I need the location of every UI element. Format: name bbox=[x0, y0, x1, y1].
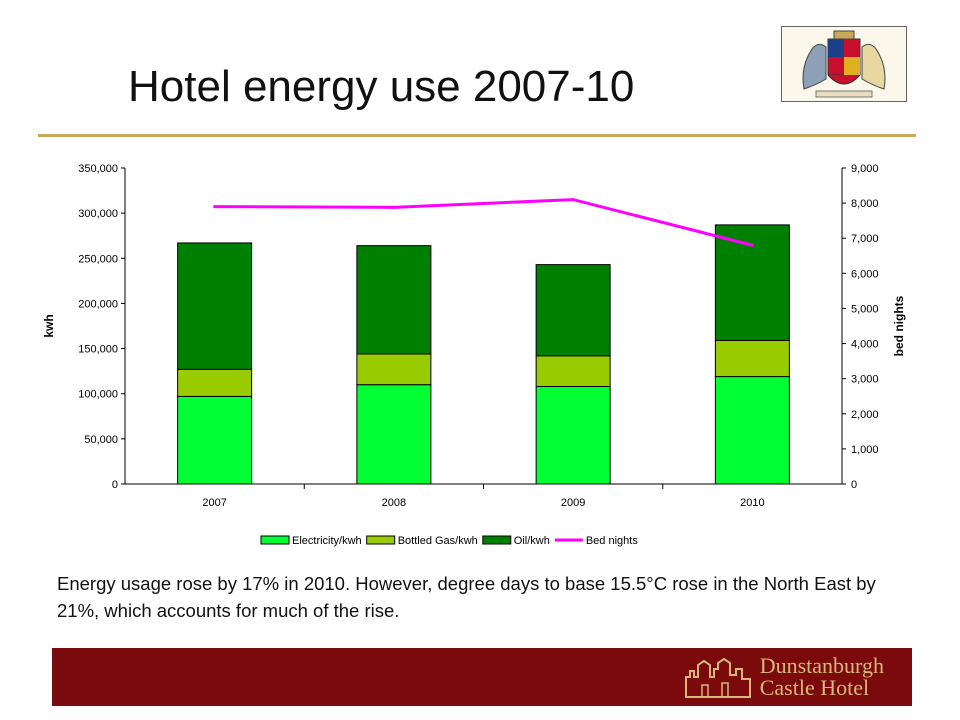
bar-segment-1 bbox=[535, 385, 611, 485]
logo-line-2: Castle Hotel bbox=[759, 675, 870, 700]
bar-segment-2 bbox=[714, 339, 790, 378]
caption-text: Energy usage rose by 17% in 2010. Howeve… bbox=[57, 573, 876, 621]
y-tick-label-left: 150,000 bbox=[78, 344, 118, 356]
legend-label: Oil/kwh bbox=[514, 535, 550, 547]
y-tick-label-left: 200,000 bbox=[78, 298, 118, 310]
y-tick-label-right: 4,000 bbox=[851, 339, 879, 351]
bar-segment-1 bbox=[714, 376, 790, 485]
legend-swatch bbox=[482, 535, 512, 545]
y-tick-label-left: 100,000 bbox=[78, 389, 118, 401]
y-tick-label-right: 9,000 bbox=[851, 163, 879, 175]
y-tick-label-right: 0 bbox=[851, 479, 857, 491]
y-tick-label-right: 3,000 bbox=[851, 374, 879, 386]
y-axis-title-right: bed nights bbox=[892, 295, 906, 356]
energy-chart: 0 50,000 100,000 150,000 200,000 250,000 300,0… bbox=[42, 163, 906, 547]
footer-bar: Dunstanburgh Castle Hotel bbox=[52, 648, 912, 706]
bed-nights-point bbox=[750, 243, 754, 247]
x-tick-label: 2007 bbox=[202, 497, 226, 509]
bar-segment-3 bbox=[714, 224, 790, 341]
bar-segment-3 bbox=[177, 242, 253, 370]
y-tick-label-left: 350,000 bbox=[78, 163, 118, 175]
y-tick-label-right: 5,000 bbox=[851, 303, 879, 315]
legend-swatch bbox=[366, 535, 396, 545]
bar-segment-3 bbox=[356, 245, 432, 355]
hotel-logo: Dunstanburgh Castle Hotel bbox=[684, 654, 884, 700]
legend-swatch bbox=[260, 535, 290, 545]
y-tick-label-right: 6,000 bbox=[851, 268, 879, 280]
title-divider bbox=[38, 134, 916, 137]
y-tick-label-left: 50,000 bbox=[84, 434, 118, 446]
bed-nights-point bbox=[571, 198, 575, 202]
y-tick-label-left: 0 bbox=[112, 479, 118, 491]
bar-segment-2 bbox=[535, 355, 611, 387]
legend-label: Bottled Gas/kwh bbox=[398, 535, 478, 547]
bed-nights-point bbox=[392, 205, 396, 209]
x-tick-label: 2008 bbox=[382, 497, 406, 509]
bar-segment-2 bbox=[177, 368, 253, 397]
y-tick-label-right: 1,000 bbox=[851, 444, 879, 456]
bar-segment-2 bbox=[356, 353, 432, 386]
bar-segment-1 bbox=[177, 395, 253, 485]
bed-nights-line bbox=[214, 198, 753, 247]
coat-of-arms-logo bbox=[781, 26, 907, 102]
y-tick-label-right: 8,000 bbox=[851, 198, 879, 210]
y-axis-title-left: kwh bbox=[42, 314, 56, 337]
y-tick-label-right: 2,000 bbox=[851, 409, 879, 421]
x-tick-label: 2009 bbox=[561, 497, 585, 509]
legend-label: Bed nights bbox=[586, 535, 638, 547]
y-tick-label-left: 250,000 bbox=[78, 253, 118, 265]
page-title: Hotel energy use 2007-10 bbox=[128, 62, 635, 111]
x-tick-label: 2010 bbox=[740, 497, 764, 509]
logo-line-1: Dunstanburgh bbox=[759, 653, 884, 678]
bed-nights-point bbox=[213, 205, 217, 209]
y-tick-label-left: 300,000 bbox=[78, 208, 118, 220]
bar-segment-3 bbox=[535, 264, 611, 357]
y-tick-label-right: 7,000 bbox=[851, 233, 879, 245]
castle-icon bbox=[684, 657, 751, 698]
bar-segment-1 bbox=[356, 384, 432, 485]
legend-label: Electricity/kwh bbox=[292, 535, 362, 547]
